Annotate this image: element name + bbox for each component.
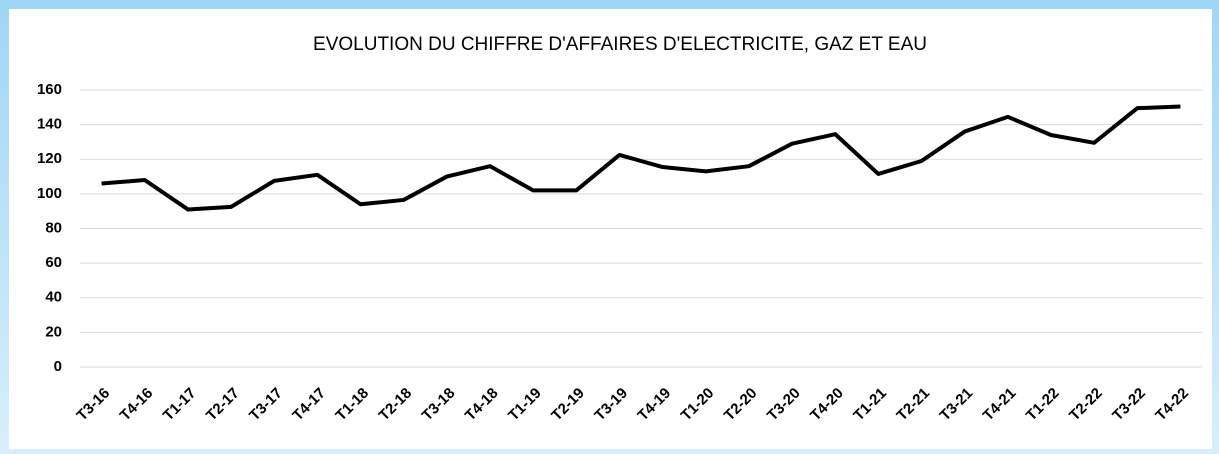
y-tick-label: 0 xyxy=(54,358,62,375)
y-tick-label: 140 xyxy=(37,116,62,133)
y-tick-label: 60 xyxy=(45,254,62,271)
y-tick-label: 100 xyxy=(37,185,62,202)
y-tick-label: 120 xyxy=(37,150,62,167)
y-tick-label: 80 xyxy=(45,219,62,236)
y-tick-label: 40 xyxy=(45,289,62,306)
data-line xyxy=(101,104,1181,212)
y-tick-label: 160 xyxy=(37,81,62,98)
chart-title: EVOLUTION DU CHIFFRE D'AFFAIRES D'ELECTR… xyxy=(313,34,927,55)
y-tick-label: 20 xyxy=(45,323,62,340)
